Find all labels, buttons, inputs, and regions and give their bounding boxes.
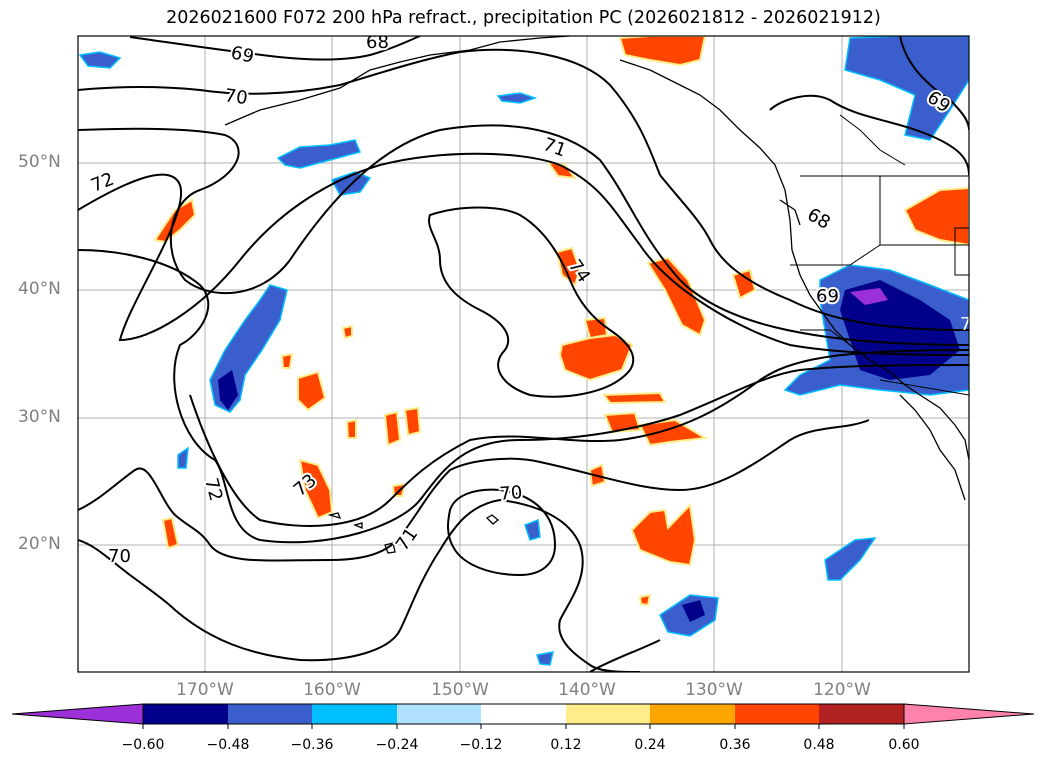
colorbar-tick-label: 0.36 bbox=[719, 737, 751, 753]
colorbar-tick-label: −0.12 bbox=[459, 737, 503, 753]
gridlines bbox=[78, 36, 969, 672]
lon-label: 140°W bbox=[558, 680, 616, 700]
contour-label: 70 bbox=[108, 546, 131, 567]
contour-label: 70 bbox=[223, 85, 249, 109]
coastlines bbox=[224, 36, 969, 554]
precip-negative-areas bbox=[78, 36, 969, 666]
colorbar-segment bbox=[397, 704, 481, 724]
precip-area-neg-north-1 bbox=[276, 139, 362, 169]
precip-area-neg-west-core bbox=[218, 370, 238, 410]
lat-label: 50°N bbox=[18, 152, 61, 172]
precip-area-pos-center-2 bbox=[583, 316, 609, 340]
lon-label: 120°W bbox=[813, 680, 871, 700]
contour-label: 68 bbox=[366, 32, 389, 53]
contour-label: 70 bbox=[499, 482, 524, 505]
precip-area-neg-south-1-core bbox=[682, 600, 705, 622]
precip-area-pos-east-2 bbox=[731, 268, 757, 300]
colorbar-segment bbox=[566, 704, 650, 724]
lon-label: 130°W bbox=[685, 680, 743, 700]
precip-area-pos-mid-1 bbox=[602, 391, 667, 405]
colorbar-extend-low bbox=[11, 703, 144, 725]
colorbar-tick-label: −0.36 bbox=[290, 737, 334, 753]
colorbar-tick-label: 0.60 bbox=[888, 737, 920, 753]
precip-area-pos-north-1 bbox=[618, 36, 707, 67]
colorbar-tick-label: −0.24 bbox=[375, 737, 419, 753]
precip-area-neg-westcoast-extreme bbox=[850, 288, 888, 305]
precip-area-pos-misc-2 bbox=[280, 352, 294, 369]
colorbar-segment bbox=[481, 704, 566, 724]
contour-label: 72 bbox=[960, 314, 983, 335]
colorbar-tick-label: 0.12 bbox=[550, 737, 582, 753]
colorbar-tick-label: −0.60 bbox=[121, 737, 165, 753]
precip-area-neg-north-3 bbox=[496, 92, 538, 104]
colorbar-segment bbox=[650, 704, 735, 724]
colorbar-segment bbox=[228, 704, 312, 724]
precip-area-pos-west-3 bbox=[298, 458, 334, 520]
colorbar-tick-label: −0.48 bbox=[206, 737, 250, 753]
colorbar bbox=[11, 703, 1035, 729]
map-border bbox=[77, 35, 970, 673]
map-title: 2026021600 F072 200 hPa refract., precip… bbox=[166, 8, 881, 28]
borders bbox=[790, 114, 969, 396]
precip-area-pos-west-2 bbox=[297, 370, 327, 412]
precip-area-pos-misc-5 bbox=[638, 593, 652, 607]
contour-label: 69 bbox=[816, 286, 839, 307]
refractivity-contours bbox=[78, 36, 969, 672]
lat-label: 40°N bbox=[18, 279, 61, 299]
lon-label: 160°W bbox=[303, 680, 361, 700]
colorbar-extend-high bbox=[903, 703, 1035, 725]
colorbar-segment bbox=[735, 704, 819, 724]
precip-area-pos-west-5 bbox=[403, 406, 422, 437]
precip-area-neg-south-4 bbox=[536, 651, 554, 666]
precip-area-pos-center-3 bbox=[555, 246, 582, 287]
lon-label: 150°W bbox=[431, 680, 489, 700]
precip-area-pos-east-1 bbox=[646, 256, 707, 337]
precip-area-pos-misc-3 bbox=[345, 418, 357, 439]
precip-positive-areas bbox=[153, 36, 969, 607]
colorbar-segment bbox=[312, 704, 397, 724]
colorbar-tick-label: 0.48 bbox=[803, 737, 835, 753]
precip-area-pos-mid-3 bbox=[638, 418, 709, 447]
precip-area-pos-west-4 bbox=[383, 410, 402, 447]
precip-area-pos-south-1 bbox=[630, 502, 697, 567]
precip-area-pos-ne bbox=[903, 186, 969, 247]
colorbar-segment bbox=[143, 704, 228, 724]
colorbar-segment bbox=[819, 704, 904, 724]
precip-area-neg-south-5 bbox=[177, 446, 189, 469]
colorbar-tick-label: 0.24 bbox=[634, 737, 666, 753]
precip-area-neg-south-2 bbox=[824, 537, 877, 581]
lon-label: 170°W bbox=[176, 680, 234, 700]
precip-area-pos-misc-1 bbox=[341, 324, 353, 340]
precip-area-neg-south-3 bbox=[524, 518, 541, 541]
precip-area-neg-north-4 bbox=[78, 51, 122, 69]
lat-label: 20°N bbox=[18, 534, 61, 554]
precip-area-neg-ne bbox=[844, 36, 969, 141]
precip-area-pos-west-6 bbox=[161, 516, 180, 550]
lat-label: 30°N bbox=[18, 407, 61, 427]
